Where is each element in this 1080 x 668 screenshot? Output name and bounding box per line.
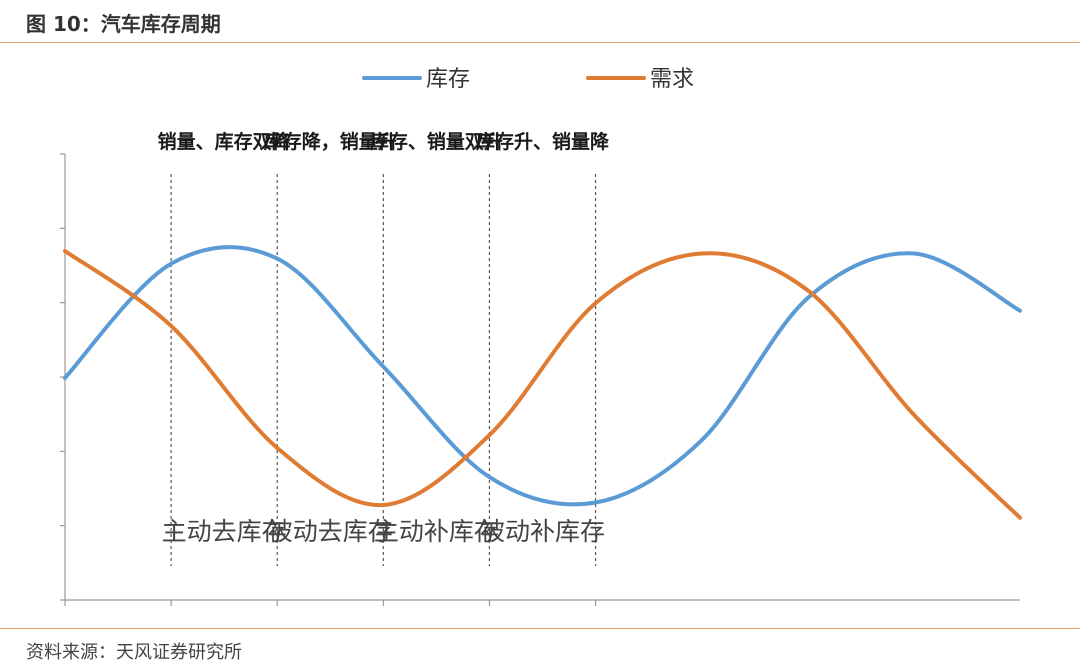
legend-label: 需求	[650, 67, 694, 92]
legend: 库存 需求	[362, 67, 694, 92]
phase-boundaries	[170, 174, 597, 566]
bottom-divider	[0, 628, 1080, 629]
inventory-series-line	[63, 245, 1022, 507]
figure-title: 图 10：汽车库存周期	[26, 12, 221, 36]
phase-top-label: 库存、销量双升	[370, 130, 503, 153]
phase-top-label: 库存升、销量降	[476, 130, 610, 153]
phase-bottom-label: 被动补库存	[480, 517, 605, 546]
phase-top-label: 销量、库存双降	[158, 130, 292, 153]
legend-label: 库存	[426, 67, 470, 92]
phase-bottom-label: 被动去库存	[268, 517, 393, 546]
phase-top-label: 库存降，销量升	[264, 130, 397, 153]
demand-series-line	[63, 249, 1022, 520]
source-note: 资料来源：天风证券研究所	[26, 642, 242, 663]
series-lines	[63, 245, 1022, 520]
phase-bottom-label: 主动补库存	[374, 517, 499, 546]
top-divider	[0, 42, 1080, 43]
phase-bottom-label: 主动去库存	[162, 517, 287, 546]
